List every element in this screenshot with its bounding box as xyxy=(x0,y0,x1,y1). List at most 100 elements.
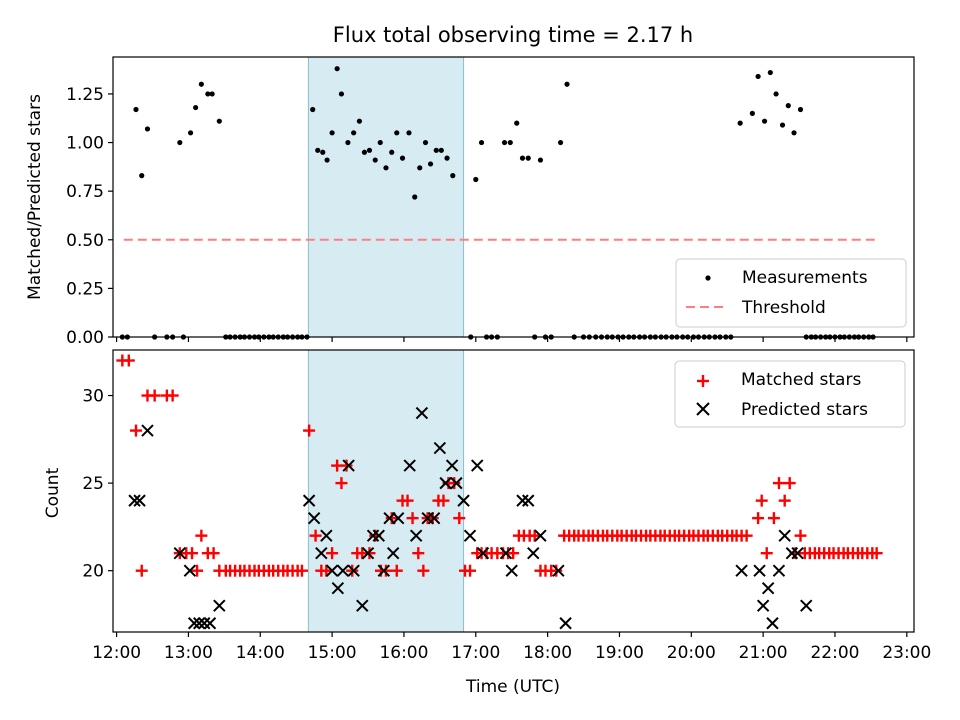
x-tick-label: 23:00 xyxy=(882,643,931,663)
measurement-point xyxy=(427,161,434,167)
measurement-point xyxy=(389,149,395,155)
matched-point xyxy=(335,477,348,490)
measurement-point xyxy=(144,126,151,132)
predicted-point xyxy=(415,406,429,420)
measurement-point xyxy=(329,130,335,136)
measurement-point xyxy=(537,157,544,163)
legend-measurement-marker xyxy=(705,275,711,281)
x-tick-label: 18:00 xyxy=(523,643,572,663)
predicted-point xyxy=(785,546,799,560)
matched-point xyxy=(379,564,392,577)
predicted-point xyxy=(192,617,206,630)
measurement-point xyxy=(514,120,520,126)
matched-point xyxy=(340,459,353,472)
matched-point xyxy=(401,494,414,507)
measurement-point xyxy=(507,139,513,146)
measurement-point xyxy=(444,155,450,161)
predicted-point xyxy=(766,617,779,630)
predicted-point xyxy=(361,546,375,560)
bottom-y-tick-label: 30 xyxy=(82,387,104,407)
predicted-point xyxy=(320,529,333,542)
predicted-point xyxy=(552,564,565,577)
measurement-point xyxy=(785,103,791,109)
measurement-point xyxy=(177,139,183,146)
predicted-point xyxy=(372,529,386,542)
predicted-point xyxy=(409,529,423,542)
matched-point xyxy=(528,529,541,542)
predicted-point xyxy=(559,617,572,630)
predicted-points xyxy=(128,406,813,630)
top-legend: Measurements Threshold xyxy=(675,258,907,328)
matched-point xyxy=(783,477,796,490)
matched-point xyxy=(507,547,520,560)
predicted-point xyxy=(386,546,400,560)
predicted-point xyxy=(463,529,477,542)
matched-point xyxy=(390,564,403,577)
matched-point xyxy=(385,512,398,525)
matched-point xyxy=(195,529,208,542)
predicted-point xyxy=(183,564,197,577)
top-y-tick-label: 0.50 xyxy=(66,231,104,251)
measurement-point xyxy=(433,147,439,153)
measurement-point xyxy=(761,118,768,124)
legend-threshold-label: Threshold xyxy=(741,298,826,318)
matched-point xyxy=(778,494,791,507)
x-tick-label: 15:00 xyxy=(308,643,357,663)
predicted-point xyxy=(522,494,535,507)
bottom-panel: 20 25 30 12:00 13:00 14:00 15:00 16:00 17:00 18:… xyxy=(43,349,931,697)
measurement-point xyxy=(320,149,326,155)
matched-point xyxy=(135,564,148,577)
measurement-point xyxy=(399,155,406,161)
legend-predicted-marker xyxy=(696,402,710,416)
bottom-x-ticks: 12:00 13:00 14:00 15:00 16:00 17:00 18:00 19:00… xyxy=(92,632,931,663)
predicted-point xyxy=(753,564,766,577)
matched-point xyxy=(760,547,773,560)
predicted-point xyxy=(471,459,484,472)
measurement-point xyxy=(361,149,368,155)
measurement-point xyxy=(216,118,222,124)
measurement-point xyxy=(755,73,761,80)
predicted-point xyxy=(427,511,441,525)
top-axes-frame xyxy=(112,56,915,338)
predicted-point xyxy=(141,424,154,437)
predicted-point xyxy=(516,494,529,507)
matched-point xyxy=(453,512,466,525)
top-y-tick-label: 0.00 xyxy=(66,328,104,348)
matched-point xyxy=(406,512,419,525)
measurement-point xyxy=(310,106,316,113)
matched-point xyxy=(740,529,753,542)
top-legend-box xyxy=(675,258,907,328)
predicted-point xyxy=(203,617,217,630)
measurement-point xyxy=(525,155,531,161)
measurement-point xyxy=(501,139,508,146)
x-tick-label: 12:00 xyxy=(92,643,141,663)
matched-point xyxy=(186,547,199,560)
measurement-point xyxy=(315,147,321,153)
top-highlight-band xyxy=(307,56,465,338)
predicted-point xyxy=(445,459,459,472)
matched-point xyxy=(320,564,333,577)
legend-matched-marker xyxy=(697,375,709,387)
predicted-point xyxy=(347,564,360,577)
bottom-axes-frame xyxy=(112,349,915,633)
matched-point xyxy=(437,494,450,507)
predicted-point xyxy=(213,599,226,612)
predicted-point xyxy=(457,494,470,507)
measurement-point xyxy=(473,176,479,183)
predicted-point xyxy=(325,564,339,577)
predicted-point xyxy=(772,564,786,577)
x-tick-label: 20:00 xyxy=(667,643,716,663)
matched-point xyxy=(346,564,359,577)
predicted-point xyxy=(315,546,328,560)
x-axis-label: Time (UTC) xyxy=(465,677,560,697)
predicted-point xyxy=(366,529,380,542)
predicted-point xyxy=(450,476,463,490)
legend-predicted-label: Predicted stars xyxy=(741,400,868,420)
measurement-point xyxy=(366,147,373,153)
matched-point xyxy=(417,564,430,577)
predicted-point xyxy=(377,564,391,577)
measurement-point xyxy=(749,110,755,116)
matched-point xyxy=(191,564,204,577)
measurement-point xyxy=(334,66,340,72)
